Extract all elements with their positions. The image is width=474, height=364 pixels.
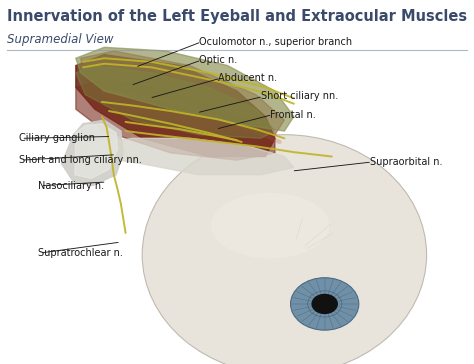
Text: Optic n.: Optic n. (199, 55, 237, 65)
Polygon shape (62, 120, 123, 186)
Polygon shape (81, 51, 284, 135)
Text: Nasociliary n.: Nasociliary n. (38, 181, 104, 191)
Text: Frontal n.: Frontal n. (270, 110, 316, 120)
Text: Abducent n.: Abducent n. (218, 73, 277, 83)
Polygon shape (85, 138, 294, 175)
Text: Short and long ciliary nn.: Short and long ciliary nn. (19, 155, 142, 165)
Ellipse shape (142, 135, 427, 364)
Polygon shape (76, 47, 294, 131)
Polygon shape (76, 66, 275, 138)
Ellipse shape (311, 294, 338, 314)
Polygon shape (76, 55, 275, 157)
Text: Short ciliary nn.: Short ciliary nn. (261, 91, 338, 102)
Text: Supramedial View: Supramedial View (7, 33, 114, 47)
Ellipse shape (211, 193, 329, 258)
Polygon shape (76, 80, 275, 160)
Text: Supraorbital n.: Supraorbital n. (370, 157, 442, 167)
Ellipse shape (291, 278, 359, 330)
Text: Ciliary ganglion: Ciliary ganglion (19, 133, 95, 143)
Text: Oculomotor n., superior branch: Oculomotor n., superior branch (199, 37, 352, 47)
Text: Innervation of the Left Eyeball and Extraocular Muscles: Innervation of the Left Eyeball and Extr… (7, 9, 467, 24)
Text: Supratrochlear n.: Supratrochlear n. (38, 248, 123, 258)
Polygon shape (75, 124, 118, 178)
